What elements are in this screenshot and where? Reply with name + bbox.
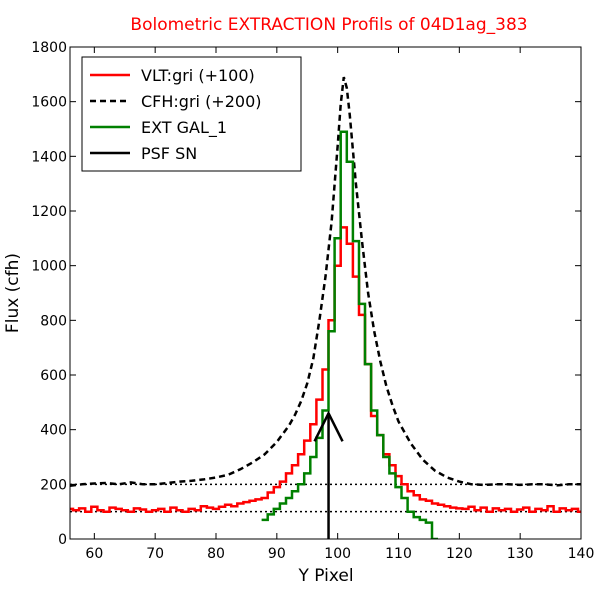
x-tick-label-60: 60 [85, 546, 103, 562]
series-vlt-line [70, 226, 581, 513]
x-tick-label-110: 110 [385, 546, 412, 562]
x-tick-label-100: 100 [324, 546, 351, 562]
series-cfh-line [70, 76, 581, 487]
y-tick-label-0: 0 [58, 532, 67, 548]
y-axis-label: Flux (cfh) [3, 253, 23, 333]
legend-label-ext: EXT GAL_1 [141, 118, 227, 138]
series-ext-line [261, 130, 438, 539]
y-tick-label-1600: 1600 [31, 95, 67, 111]
y-tick-label-1400: 1400 [31, 149, 67, 165]
legend-label-cfh: CFH:gri (+200) [141, 92, 262, 111]
y-tick-label-1000: 1000 [31, 259, 67, 275]
legend: VLT:gri (+100) CFH:gri (+200) EXT GAL_1 … [81, 56, 302, 172]
y-tick-label-800: 800 [40, 313, 67, 329]
y-tick-label-1800: 1800 [31, 40, 67, 56]
x-tick-label-80: 80 [207, 546, 225, 562]
plot-frame [69, 46, 582, 540]
y-tick-label-200: 200 [40, 477, 67, 493]
legend-label-vlt: VLT:gri (+100) [141, 66, 255, 85]
x-tick-label-90: 90 [268, 546, 286, 562]
y-tick-label-1200: 1200 [31, 204, 67, 220]
plot-clip-group [70, 76, 581, 539]
axis-ticks: 60 70 80 90 100 110 120 130 14002004006008001000… [31, 40, 594, 562]
legend-label-psf: PSF SN [141, 144, 197, 163]
chart-title: Bolometric EXTRACTION Profils of 04D1ag_… [130, 15, 527, 35]
x-tick-label-140: 140 [568, 546, 595, 562]
psf-sn-arrowhead [313, 410, 344, 442]
x-tick-label-70: 70 [146, 546, 164, 562]
y-tick-label-400: 400 [40, 423, 67, 439]
plot-area [70, 76, 581, 539]
y-tick-label-600: 600 [40, 368, 67, 384]
plot-border [69, 46, 582, 540]
x-tick-label-120: 120 [446, 546, 473, 562]
x-tick-label-130: 130 [507, 546, 534, 562]
x-axis-label: Y Pixel [297, 566, 353, 586]
